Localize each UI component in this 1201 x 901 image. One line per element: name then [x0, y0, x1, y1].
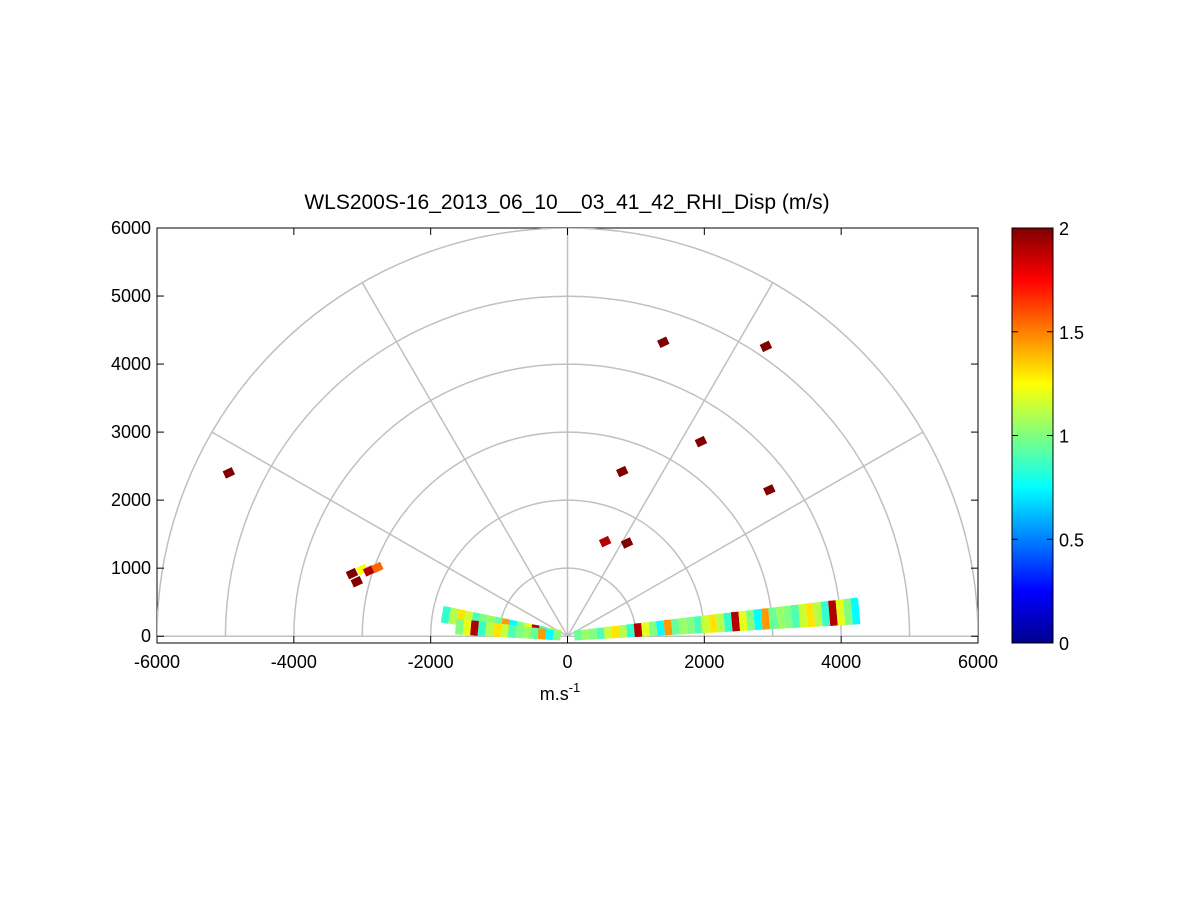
scan-cell — [783, 605, 793, 629]
colorbar-tick-label: 2 — [1059, 219, 1069, 239]
data-point — [616, 465, 629, 478]
y-tick-label: 5000 — [111, 286, 151, 306]
data-point — [657, 336, 670, 349]
data-point — [598, 535, 612, 548]
scan-cell — [723, 612, 733, 632]
scan-cell — [581, 629, 590, 641]
scan-cell — [611, 625, 620, 639]
scan-cell — [843, 598, 853, 626]
scan-cell — [671, 618, 680, 635]
x-tick-label: 0 — [562, 652, 572, 672]
colorbar-tick-label: 1.5 — [1059, 323, 1084, 343]
x-tick-label: 6000 — [958, 652, 998, 672]
scan-cell — [693, 615, 703, 634]
data-point — [620, 537, 634, 549]
scan-cell — [775, 606, 786, 629]
scan-cell — [805, 602, 816, 628]
scan-cell — [633, 622, 643, 638]
scan-cell — [448, 607, 459, 625]
scan-cell — [515, 625, 524, 639]
scan-cell — [485, 622, 494, 637]
y-tick-label: 6000 — [111, 218, 151, 238]
x-tick-label: -4000 — [271, 652, 317, 672]
scan-bands — [440, 597, 861, 641]
y-axis-ticks: 0 1000 2000 3000 4000 5000 6000 — [111, 218, 978, 646]
scan-cell — [835, 599, 846, 626]
y-tick-label: 0 — [141, 626, 151, 646]
scan-cell — [738, 610, 748, 632]
x-axis-ticks: -6000 -4000 -2000 0 2000 4000 6000 — [134, 228, 998, 672]
scan-cell — [768, 607, 778, 630]
data-point — [694, 435, 708, 448]
scan-cell — [813, 601, 823, 627]
scan-cell — [790, 604, 801, 629]
scan-cell — [626, 623, 635, 638]
x-axis-label-exponent: -1 — [569, 680, 581, 695]
colorbar-ticks: 0 0.5 1 1.5 2 — [1012, 219, 1084, 654]
scan-cell — [537, 628, 547, 640]
data-point — [345, 567, 359, 580]
scan-cell — [753, 608, 763, 631]
scan-cell — [828, 600, 838, 626]
scan-cell — [603, 626, 613, 639]
elevation-spoke — [566, 282, 774, 637]
scan-cell — [715, 613, 726, 633]
scan-cell — [820, 601, 831, 627]
scan-cell — [588, 628, 598, 640]
colorbar-tick-label: 1 — [1059, 427, 1069, 447]
scan-cell — [530, 627, 539, 640]
scan-cell — [850, 597, 861, 625]
data-points — [222, 336, 776, 588]
scan-cell — [500, 623, 509, 638]
x-tick-label: -2000 — [408, 652, 454, 672]
scan-cell — [656, 620, 665, 636]
scan-cell — [745, 609, 756, 631]
scan-cell — [798, 603, 808, 628]
data-point — [763, 484, 776, 496]
scan-cell — [470, 620, 479, 636]
scan-cell — [462, 619, 472, 636]
colorbar-tick-label: 0 — [1059, 634, 1069, 654]
scan-cell — [663, 619, 673, 636]
data-point — [222, 467, 236, 479]
scan-cell — [545, 629, 554, 641]
scan-cell — [492, 622, 502, 638]
data-point — [371, 561, 384, 574]
scan-cell — [618, 624, 628, 638]
y-tick-label: 4000 — [111, 354, 151, 374]
data-point — [759, 340, 773, 353]
data-point — [350, 576, 363, 588]
elevation-spoke — [567, 431, 924, 637]
scan-cell — [760, 608, 771, 630]
scan-cell — [573, 630, 583, 641]
scan-cell — [730, 611, 741, 632]
scan-cell — [686, 616, 696, 635]
scan-cell — [522, 626, 532, 639]
scan-cell — [455, 618, 464, 635]
scan-cell — [440, 606, 452, 624]
elevation-spoke — [211, 431, 568, 637]
chart-title: WLS200S-16_2013_06_10__03_41_42_RHI_Disp… — [304, 191, 829, 214]
x-tick-label: 4000 — [821, 652, 861, 672]
scan-cell — [596, 627, 605, 640]
colorbar-tick-label: 0.5 — [1059, 530, 1084, 550]
x-tick-label: 2000 — [684, 652, 724, 672]
scan-cell — [477, 621, 487, 637]
y-tick-label: 1000 — [111, 558, 151, 578]
colorbar — [1011, 227, 1054, 644]
scan-cell — [507, 624, 517, 638]
scan-cell — [641, 622, 650, 637]
scan-cell — [700, 615, 711, 634]
scan-cell — [678, 617, 688, 635]
elevation-spoke — [361, 282, 569, 637]
y-tick-label: 3000 — [111, 422, 151, 442]
scan-cell — [648, 621, 658, 637]
y-tick-label: 2000 — [111, 490, 151, 510]
scan-cell — [552, 630, 562, 641]
x-tick-label: -6000 — [134, 652, 180, 672]
scan-cell — [708, 614, 718, 633]
x-axis-label: m.s-1 — [540, 680, 581, 704]
